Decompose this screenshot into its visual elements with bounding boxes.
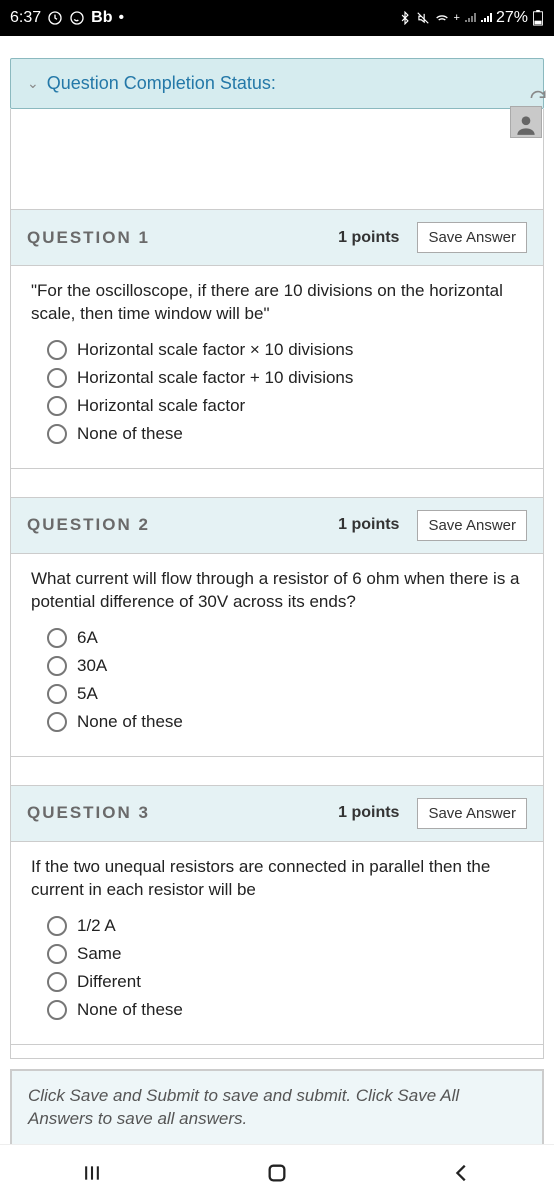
option-label: 5A [77,684,98,704]
answer-option[interactable]: Horizontal scale factor + 10 divisions [31,364,523,392]
completion-status-banner[interactable]: ⌄ Question Completion Status: [10,58,544,109]
bluetooth-icon [398,11,412,25]
answer-option[interactable]: None of these [31,996,523,1024]
question-points: 1 points [338,804,399,822]
radio-icon[interactable] [47,340,67,360]
whatsapp-icon [69,10,85,26]
banner-label: Question Completion Status: [47,73,276,94]
mute-icon [416,11,430,25]
option-label: None of these [77,1000,183,1020]
avatar[interactable] [510,106,542,138]
question-points: 1 points [338,229,399,247]
question-prompt: "For the oscilloscope, if there are 10 d… [31,280,523,326]
answer-option[interactable]: Horizontal scale factor × 10 divisions [31,336,523,364]
answer-option[interactable]: None of these [31,420,523,448]
signal-1-icon [464,12,476,24]
save-answer-button[interactable]: Save Answer [417,510,527,541]
save-answer-button[interactable]: Save Answer [417,222,527,253]
option-label: 1/2 A [77,916,116,936]
option-label: 6A [77,628,98,648]
radio-icon[interactable] [47,628,67,648]
question-card: QUESTION 1 1 points Save Answer "For the… [10,209,544,469]
answer-option[interactable]: None of these [31,708,523,736]
radio-icon[interactable] [47,1000,67,1020]
option-label: Horizontal scale factor + 10 divisions [77,368,353,388]
answer-option[interactable]: 6A [31,624,523,652]
question-card: QUESTION 2 1 points Save Answer What cur… [10,497,544,757]
answer-option[interactable]: 5A [31,680,523,708]
back-button[interactable] [432,1153,492,1193]
home-button[interactable] [247,1153,307,1193]
radio-icon[interactable] [47,396,67,416]
android-nav-bar [0,1144,554,1200]
wifi-icon [434,10,450,26]
radio-icon[interactable] [47,368,67,388]
clock-icon [47,10,63,26]
option-label: Horizontal scale factor [77,396,245,416]
answer-option[interactable]: 1/2 A [31,912,523,940]
status-time: 6:37 [10,9,41,27]
radio-icon[interactable] [47,712,67,732]
battery-icon [532,10,544,26]
option-label: Different [77,972,141,992]
radio-icon[interactable] [47,424,67,444]
question-header: QUESTION 1 1 points Save Answer [11,209,543,266]
question-prompt: If the two unequal resistors are connect… [31,856,523,902]
plus-icon: + [454,12,460,24]
question-points: 1 points [338,516,399,534]
footer-instruction: Click Save and Submit to save and submit… [12,1071,542,1141]
radio-icon[interactable] [47,656,67,676]
signal-2-icon [480,12,492,24]
chevron-down-icon: ⌄ [27,75,39,92]
question-card: QUESTION 3 1 points Save Answer If the t… [10,785,544,1045]
answer-option[interactable]: Same [31,940,523,968]
option-label: None of these [77,712,183,732]
option-label: Horizontal scale factor × 10 divisions [77,340,353,360]
question-title: QUESTION 2 [27,515,328,535]
content-area: QUESTION 1 1 points Save Answer "For the… [0,109,554,1200]
save-answer-button[interactable]: Save Answer [417,798,527,829]
radio-icon[interactable] [47,916,67,936]
question-title: QUESTION 1 [27,228,328,248]
question-header: QUESTION 2 1 points Save Answer [11,497,543,554]
dot-icon: • [118,9,124,27]
answer-option[interactable]: Different [31,968,523,996]
radio-icon[interactable] [47,944,67,964]
question-title: QUESTION 3 [27,803,328,823]
battery-percent: 27% [496,9,528,27]
option-label: None of these [77,424,183,444]
radio-icon[interactable] [47,684,67,704]
android-status-bar: 6:37 Bb • + 27% [0,0,554,36]
answer-option[interactable]: Horizontal scale factor [31,392,523,420]
app-indicator: Bb [91,9,112,27]
option-label: 30A [77,656,107,676]
question-header: QUESTION 3 1 points Save Answer [11,785,543,842]
question-prompt: What current will flow through a resisto… [31,568,523,614]
blank-space [10,109,544,209]
radio-icon[interactable] [47,972,67,992]
option-label: Same [77,944,121,964]
recents-button[interactable] [62,1153,122,1193]
answer-option[interactable]: 30A [31,652,523,680]
